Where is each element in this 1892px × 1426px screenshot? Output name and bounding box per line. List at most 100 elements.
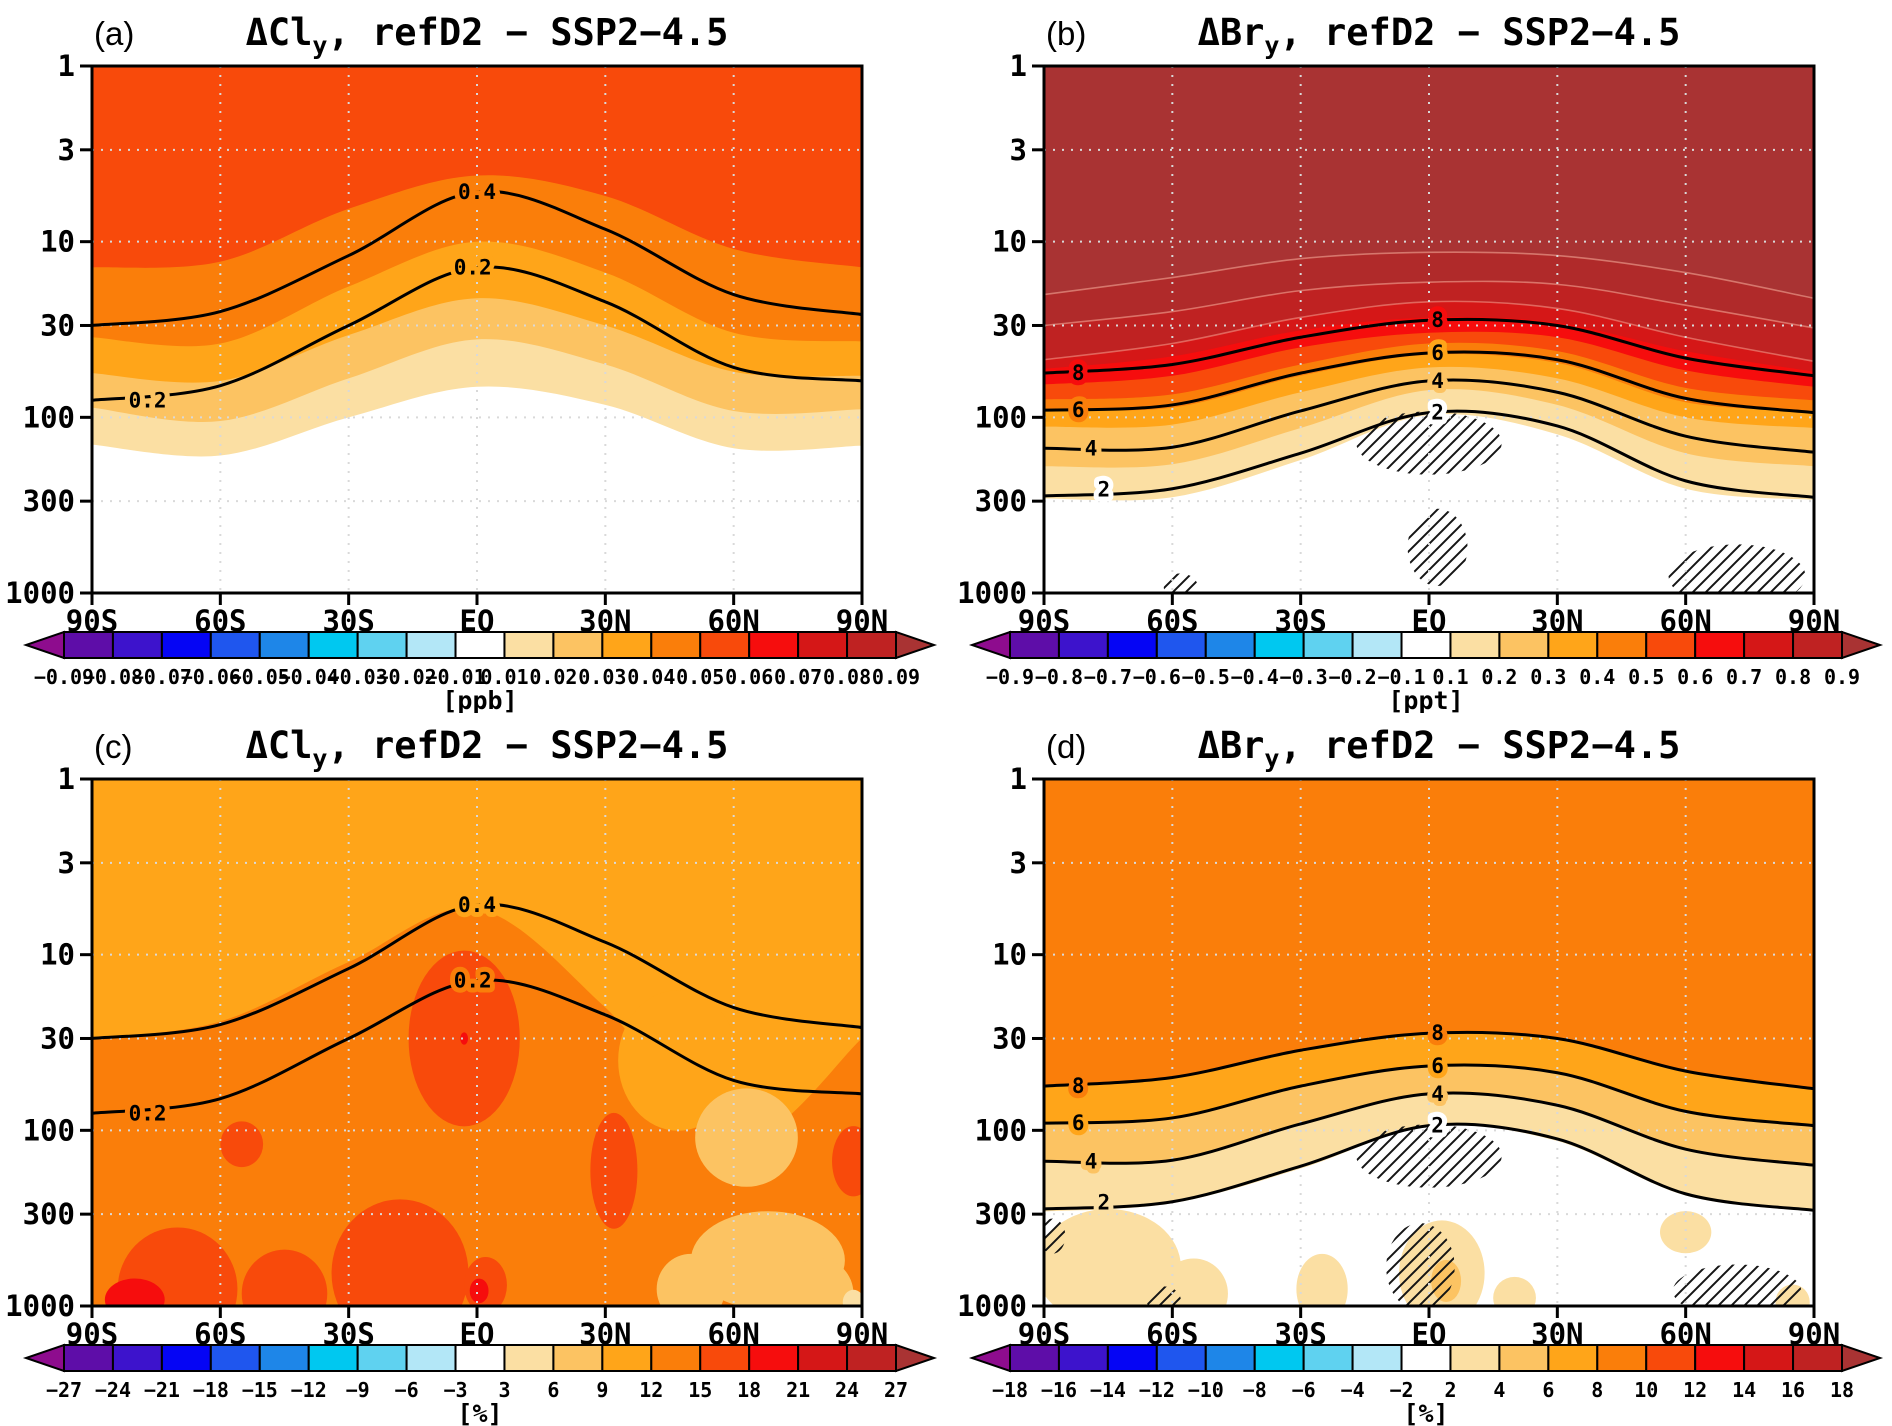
colorbar-tick-label: −12 — [1139, 1378, 1175, 1402]
colorbar-tick-label: 4 — [1493, 1378, 1505, 1402]
y-tick-label: 1 — [58, 49, 75, 83]
contour-line-0.4 — [92, 189, 862, 327]
y-tick-label: 100 — [23, 400, 75, 434]
colorbar-segment — [1498, 1344, 1550, 1372]
colorbar-segment — [160, 631, 212, 659]
contour-label: 4 — [1431, 369, 1444, 393]
hatch-region — [1672, 1264, 1802, 1306]
y-tick-label: 1000 — [957, 1289, 1027, 1323]
colorbar-arrow-right — [895, 1343, 938, 1373]
contour-blob — [656, 1253, 726, 1306]
colorbar-segment — [1302, 631, 1354, 659]
contour-line-0.2 — [92, 265, 862, 402]
colorbar-segment — [503, 631, 555, 659]
y-tick-label: 100 — [23, 1113, 75, 1147]
contour-line-2 — [1044, 1122, 1814, 1212]
colorbar-segment — [63, 1344, 114, 1372]
contour-blob — [104, 1278, 165, 1306]
colorbar-arrow-left — [22, 1343, 65, 1373]
colorbar-segment — [846, 1344, 898, 1372]
colorbar-segment — [1743, 631, 1795, 659]
colorbar-segment — [454, 1344, 506, 1372]
y-tick-label: 30 — [992, 1021, 1027, 1055]
colorbar-tick-label: −0.02 — [376, 665, 436, 689]
field-a — [92, 66, 862, 593]
contour-blob — [220, 1121, 264, 1168]
colorbar-segment — [1253, 631, 1305, 659]
colorbar-segment — [356, 1344, 408, 1372]
colorbar-segment — [356, 631, 408, 659]
colorbar-segment — [699, 631, 751, 659]
colorbar-tick-label: 8 — [1591, 1378, 1603, 1402]
contour-label: 2 — [1431, 1114, 1444, 1138]
colorbar-tick-label: −8 — [1243, 1378, 1267, 1402]
y-tick-label: 100 — [975, 1113, 1027, 1147]
y-tick-label: 1000 — [957, 576, 1027, 610]
y-tick-label: 100 — [975, 400, 1027, 434]
colorbar-tick-label: 27 — [884, 1378, 908, 1402]
colorbar-segment — [1204, 1344, 1256, 1372]
colorbar-tick-label: 0.04 — [627, 665, 675, 689]
hatch-region — [1163, 573, 1198, 593]
colorbar-segment — [1645, 1344, 1697, 1372]
colorbar-tick-label: −4 — [1341, 1378, 1365, 1402]
contour-blob — [1044, 1209, 1181, 1306]
contour-blob — [1493, 1276, 1536, 1306]
contour-label: 4 — [1085, 1149, 1098, 1173]
hatch-region — [1044, 1218, 1066, 1254]
contour-blob — [1660, 1211, 1712, 1254]
colorbar-arrow-left — [968, 630, 1011, 660]
colorbar-segment — [307, 1344, 359, 1372]
colorbar-segment — [1057, 1344, 1109, 1372]
colorbar-arrow-right — [1841, 1343, 1884, 1373]
colorbar-tick-label: −0.7 — [1084, 665, 1132, 689]
colorbar-unit-label: [%] — [457, 1399, 502, 1426]
colorbar-tick-label: 0.02 — [529, 665, 577, 689]
colorbar-tick-label: −0.03 — [328, 665, 388, 689]
colorbar-tick-label: 16 — [1781, 1378, 1805, 1402]
colorbar-segment — [1106, 1344, 1158, 1372]
y-tick-label: 30 — [40, 308, 75, 342]
colorbar-tick-label: −18 — [193, 1378, 229, 1402]
y-tick-label: 300 — [23, 484, 75, 518]
colorbar-segment — [111, 1344, 163, 1372]
contour-label: 8 — [1072, 361, 1085, 385]
colorbar-tick-label: 0.4 — [1579, 665, 1615, 689]
contour-blob — [785, 1258, 854, 1306]
colorbar-tick-label: 0.06 — [725, 665, 773, 689]
colorbar-segment — [1009, 1344, 1060, 1372]
colorbar-segment — [1449, 1344, 1501, 1372]
colorbar: −0.9 −0.8 −0.7 −0.6 −0.5 −0.4 −0.3 −0.2 −0.1 0.1 0… — [968, 630, 1884, 713]
colorbar-tick-label: −0.3 — [1280, 665, 1328, 689]
colorbar-segment — [797, 1344, 849, 1372]
y-tick-label: 300 — [975, 484, 1027, 518]
colorbar-tick-label: 24 — [835, 1378, 859, 1402]
colorbar-tick-label: 0.08 — [823, 665, 871, 689]
colorbar-arrow-right — [895, 630, 938, 660]
colorbar-tick-label: −0.9 — [986, 665, 1034, 689]
colorbar-tick-label: 3 — [498, 1378, 510, 1402]
panel-title: ΔCly, refD2 − SSP2−4.5 — [246, 11, 729, 60]
colorbar-tick-label: −0.06 — [181, 665, 241, 689]
colorbar-tick-label: −0.1 — [1377, 665, 1425, 689]
colorbar-tick-label: −0.6 — [1133, 665, 1181, 689]
colorbar-tick-label: 18 — [737, 1378, 761, 1402]
colorbar-segment — [1351, 631, 1403, 659]
contour-blob — [469, 1278, 489, 1304]
contour-label: 0.2 — [129, 1101, 167, 1125]
colorbar-tick-label: −2 — [1389, 1378, 1413, 1402]
hatch-region — [1356, 1124, 1502, 1188]
contour-label: 8 — [1431, 1021, 1444, 1045]
colorbar-tick-label: −21 — [144, 1378, 180, 1402]
colorbar-tick-label: 2 — [1444, 1378, 1456, 1402]
colorbar-segment — [209, 631, 261, 659]
contour-blob — [1296, 1253, 1348, 1306]
colorbar: −0.09−0.08−0.07−0.06−0.05−0.04−0.03−0.02… — [22, 630, 938, 713]
panel-letter: (c) — [94, 728, 132, 765]
colorbar-tick-label: 0.1 — [1432, 665, 1468, 689]
